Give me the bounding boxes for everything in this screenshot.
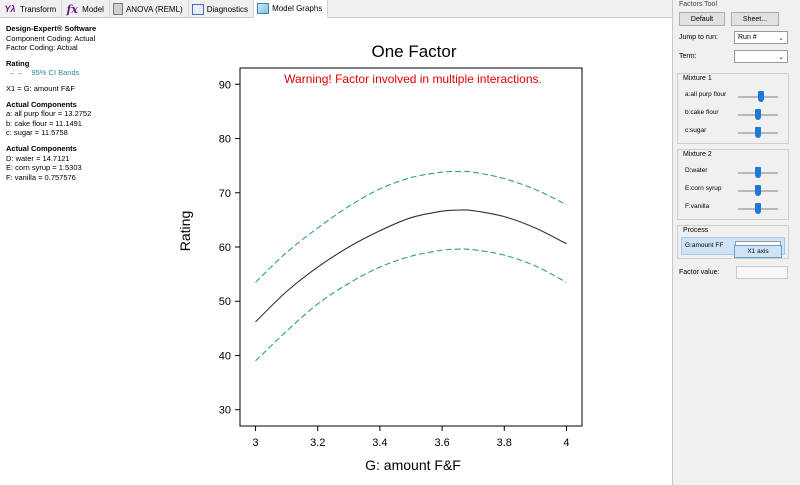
factor-coding: Factor Coding: Actual [6,43,78,53]
slider-c-sugar[interactable]: c:sugar [682,124,786,140]
sheet-button[interactable]: Sheet... [731,12,779,26]
series-fit [255,209,567,323]
diagnostics-icon [191,3,204,15]
actual-components-heading: Actual Components [6,143,77,153]
chart-series [255,170,567,362]
slider-f-vanilla[interactable]: F:vanilla [682,200,786,216]
jump-to-run-label: Jump to run: [679,34,718,41]
tab-diagnostics[interactable]: Diagnostics [189,0,255,18]
tab-label: Model [82,4,104,14]
tab-anova[interactable]: ANOVA (REML) [110,0,189,18]
x-tick-label: 3.2 [310,437,325,449]
slider-label: b:cake flour [685,109,719,116]
component-coding: Component Coding: Actual [6,33,96,43]
mixture-1-title: Mixture 1 [683,75,712,82]
tab-bar: Yλ Transform fx Model ANOVA (REML) Diagn… [0,0,672,18]
y-tick-label: 60 [219,242,231,254]
mixture-1-group: Mixture 1 a:all purp flour b:cake flour … [677,73,789,144]
slider-thumb[interactable] [755,167,761,178]
slider-a-all-purp-flour[interactable]: a:all purp flour [682,88,786,104]
x1-factor: X1 = G: amount F&F [6,83,75,93]
actual-components-heading: Actual Components [6,99,77,109]
model-graphs-icon [257,3,270,14]
slider-e-corn-syrup[interactable]: E:corn syrup [682,182,786,198]
ci-legend: – – 95% CI Bands [6,68,166,78]
slider-label: F:vanilla [685,203,710,210]
factors-tool-title: Factors Tool [679,1,717,8]
slider-label: E:corn syrup [685,185,722,192]
x-tick-label: 3.8 [497,437,512,449]
tab-model-graphs[interactable]: Model Graphs [254,0,329,18]
default-button[interactable]: Default [679,12,725,26]
y-tick-label: 50 [219,296,231,308]
tab-transform[interactable]: Yλ Transform [0,0,63,18]
series-lower-ci [255,248,567,362]
x-tick-label: 3.4 [372,437,387,449]
y-axis-label: Rating [177,211,193,251]
x-tick-label: 3.6 [434,437,449,449]
chevron-down-icon: ⌄ [778,54,784,61]
ci-legend-label: 95% CI Bands [31,68,80,78]
slider-thumb[interactable] [758,91,765,102]
y-tick-label: 40 [219,350,231,362]
component-value: b: cake flour = 11.1491 [6,118,82,128]
process-title: Process [683,227,709,234]
series-upper-ci [255,170,567,283]
tab-label: Transform [20,4,57,14]
x1-axis-menu-item[interactable]: X1 axis [734,245,782,258]
slider-thumb[interactable] [755,109,761,120]
plot-frame [239,67,583,427]
tab-label: Model Graphs [272,4,323,13]
jump-to-run-select[interactable]: Run # ⌄ [734,31,788,44]
component-value: D: water = 14.7121 [6,153,70,163]
slider-label: D:water [685,167,708,174]
fx-icon: fx [66,2,78,16]
y-tick-label: 70 [219,188,231,200]
slider-thumb[interactable] [755,127,761,138]
slider-thumb[interactable] [755,203,761,214]
graph-info-panel: Design-Expert® Software Component Coding… [6,24,166,182]
process-factor-label: G:amount FF [685,242,724,249]
term-label: Term: [679,53,697,60]
ci-legend-dash: – – [10,68,24,78]
x-axis-label: G: amount F&F [365,457,461,473]
one-factor-chart[interactable]: One Factor Warning! Factor involved in m… [170,30,670,480]
component-value: E: corn syrup = 1.5303 [6,163,82,173]
component-value: F: vanilla = 0.757576 [6,172,76,182]
y-tick-label: 30 [219,405,231,417]
factor-value-input[interactable] [736,266,788,279]
chevron-down-icon: ⌄ [778,35,784,42]
chart-svg: One Factor Warning! Factor involved in m… [177,42,583,473]
chart-warning: Warning! Factor involved in multiple int… [284,72,542,86]
factor-value-label: Factor value: [679,269,720,276]
x-tick-label: 3 [252,437,258,449]
tab-model[interactable]: fx Model [62,0,110,18]
axis-ticks: 3 3.2 3.4 3.6 3.8 4 30 40 50 60 70 80 90 [219,79,570,449]
slider-b-cake-flour[interactable]: b:cake flour [682,106,786,122]
anova-icon [112,3,123,15]
slider-d-water[interactable]: D:water [682,164,786,180]
slider-track [738,96,778,98]
y-tick-label: 80 [219,134,231,146]
response-heading: Rating [6,58,30,68]
component-value: a: all purp flour = 13.2752 [6,109,92,119]
component-value: c: sugar = 11.5758 [6,128,68,138]
x-tick-label: 4 [563,437,569,449]
mixture-2-title: Mixture 2 [683,151,712,158]
tab-label: Diagnostics [206,4,249,14]
y-tick-label: 90 [219,79,231,91]
slider-thumb[interactable] [755,185,761,196]
software-name: Design-Expert® Software [6,24,97,33]
transform-icon: Yλ [4,4,16,14]
jump-to-run-value: Run # [738,34,757,41]
tab-label: ANOVA (REML) [125,4,183,14]
slider-label: c:sugar [685,127,707,134]
term-select[interactable]: ⌄ [734,50,788,63]
mixture-2-group: Mixture 2 D:water E:corn syrup F:vanilla [677,149,789,220]
slider-label: a:all purp flour [685,91,727,98]
chart-title: One Factor [371,42,456,61]
